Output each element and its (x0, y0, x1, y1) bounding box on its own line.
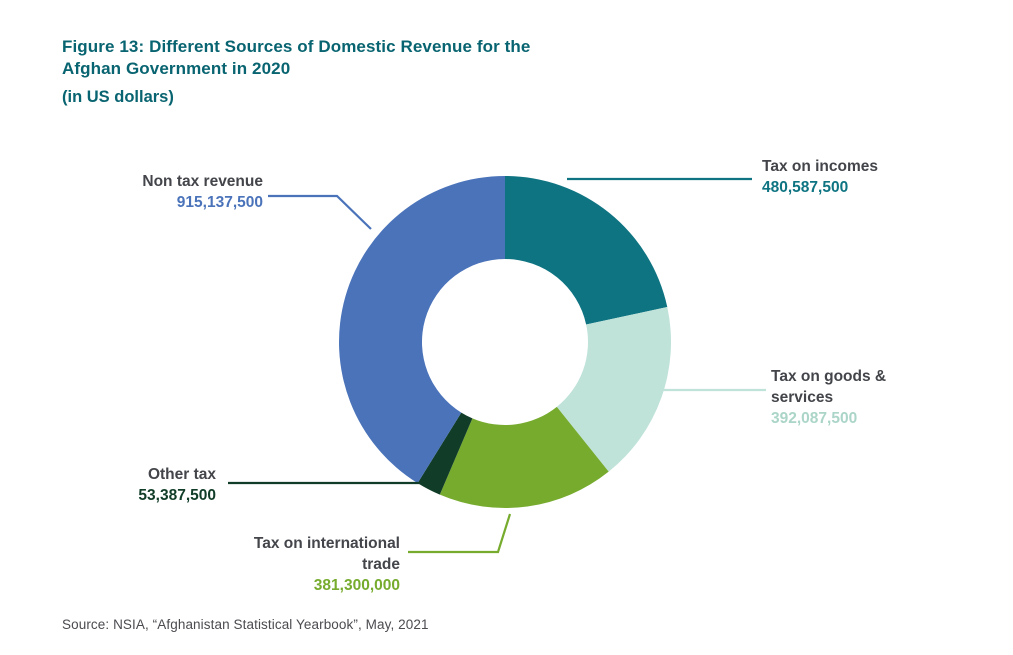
leader-line-tax-on-international-trade (408, 513, 512, 554)
slice-value-other-tax: 53,387,500 (138, 487, 216, 504)
source-note: Source: NSIA, “Afghanistan Statistical Y… (62, 617, 429, 632)
donut-slice-other-tax (417, 412, 473, 495)
slice-label-non-tax-revenue: Non tax revenue (142, 173, 263, 190)
slice-label-other-tax: Other tax (147, 466, 216, 483)
callout-non-tax-revenue: Non tax revenue 915,137,500 (142, 171, 263, 213)
figure-subtitle: (in US dollars) (62, 88, 174, 106)
donut-slice-tax-on-incomes (505, 176, 668, 325)
callout-tax-on-international-trade: Tax on international trade 381,300,000 (215, 533, 400, 596)
callout-tax-on-goods-services: Tax on goods & services 392,087,500 (771, 366, 901, 429)
donut-slice-tax-on-international-trade (439, 406, 609, 508)
leader-line-non-tax-revenue (268, 194, 372, 230)
callout-tax-on-incomes: Tax on incomes 480,587,500 (762, 156, 878, 198)
figure-title: Figure 13: Different Sources of Domestic… (62, 37, 531, 78)
slice-value-tax-on-incomes: 480,587,500 (762, 179, 849, 196)
slice-label-tax-on-goods-services: Tax on goods & services (771, 368, 887, 406)
donut-slice-tax-on-goods-services (556, 307, 671, 472)
slice-value-tax-on-international-trade: 381,300,000 (313, 577, 400, 594)
slice-label-tax-on-incomes: Tax on incomes (762, 158, 878, 175)
donut-slice-non-tax-revenue (339, 176, 505, 484)
slice-value-tax-on-goods-services: 392,087,500 (771, 410, 858, 427)
callout-other-tax: Other tax 53,387,500 (138, 464, 216, 506)
slice-value-non-tax-revenue: 915,137,500 (176, 194, 263, 211)
slice-label-tax-on-international-trade: Tax on international trade (253, 535, 400, 573)
